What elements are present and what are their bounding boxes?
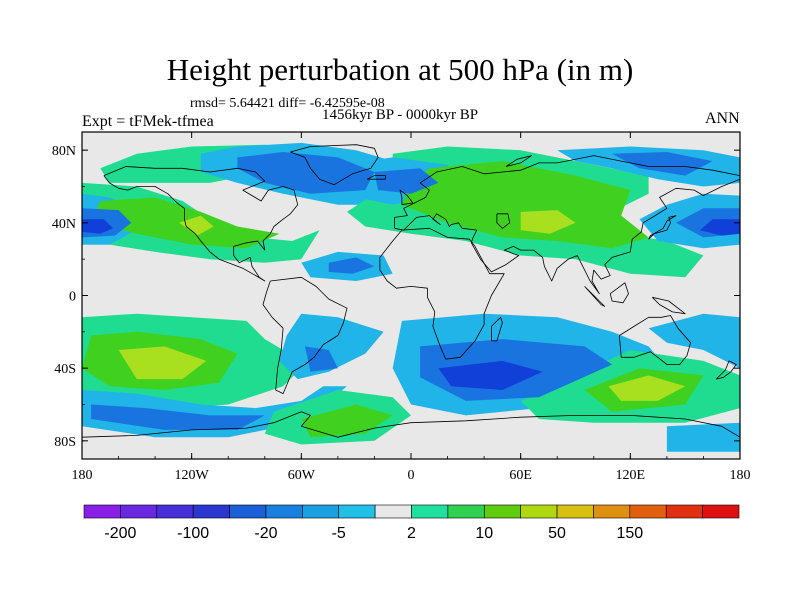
contour-region-neg-europe-core (374, 168, 439, 194)
colorbar-swatch (265, 504, 303, 519)
map-panel (81, 131, 741, 460)
colorbar-label: 2 (407, 525, 416, 542)
coastline-svalbard-novaya (505, 155, 532, 167)
contour-region-pos-central-asia-strong (520, 210, 576, 234)
coastline-north-america (103, 166, 299, 282)
coastline-borneo (609, 282, 629, 304)
x-tick-label: 60E (509, 468, 532, 483)
colorbar-swatch (629, 504, 667, 519)
season-label: ANN (705, 110, 740, 127)
y-tick-label: 80N (52, 144, 76, 159)
colorbar-label: 50 (548, 525, 566, 542)
colorbar-label: 10 (475, 525, 493, 542)
contour-region-pos-south-pacific-strong (118, 346, 207, 380)
coastline-australia (619, 315, 691, 365)
contour-region-neg-west-pacific-strong (699, 219, 740, 236)
colorbar-swatch (702, 504, 740, 519)
x-tick-label: 120E (616, 468, 646, 483)
colorbar-swatch (83, 504, 121, 519)
coastline-caspian (496, 213, 511, 229)
contour-region-neg-antarctic-pacific (666, 422, 740, 452)
coastlines (82, 144, 740, 438)
colorbar-swatch (229, 504, 267, 519)
colorbar-label: -200 (104, 525, 136, 542)
contour-region-neg-tropical-atlantic-core (328, 257, 375, 274)
contour-field (82, 142, 740, 452)
contour-region-neg-south-pacific-high-core (91, 404, 265, 430)
colorbar-swatch (520, 504, 558, 519)
colorbar-label: -100 (177, 525, 209, 542)
coastline-british-isles (399, 189, 414, 206)
contour-region-neg-siberia-core (612, 152, 713, 176)
colorbar-swatch (120, 504, 158, 519)
colorbar-swatch (156, 504, 194, 519)
contour-region-neg-south-america-core (305, 346, 338, 372)
coastline-iceland (366, 175, 386, 180)
y-tick-label: 0 (69, 290, 76, 305)
colorbar-swatch (593, 504, 631, 519)
colorbar-swatch (665, 504, 703, 519)
contour-region-neg-southwest-pacific (648, 313, 740, 369)
colorbar-swatch (411, 504, 449, 519)
colorbar-swatch (192, 504, 230, 519)
coastline-eurasia (394, 155, 740, 295)
coastline-greenland (289, 144, 379, 186)
coastline-madagascar (490, 316, 503, 342)
x-tick-label: 60W (288, 468, 316, 483)
contour-region-pos-south-indian-strong (608, 375, 686, 401)
map-axes: 180 120W 60W 0 60E 120E 180 80N 40N 0 40S 80S (52, 132, 751, 483)
experiment-label: Expt = tFMek-tfmea (82, 113, 214, 130)
coastline-new-zealand (715, 360, 737, 380)
time-period: 1456kyr BP - 0000kyr BP (322, 107, 479, 123)
coastline-africa (379, 227, 505, 360)
x-tick-label: 120W (175, 468, 210, 483)
colorbar-label: 150 (616, 525, 643, 542)
coastline-new-guinea (652, 296, 686, 315)
contour-region-neg-south-america (279, 313, 384, 380)
x-tick-label: 180 (730, 468, 751, 483)
y-tick-label: 80S (54, 435, 76, 450)
contour-region-neg-south-indian-strong (438, 360, 543, 390)
map-title: Height perturbation at 500 hPa (in m) (166, 52, 634, 87)
coastline-japan (648, 215, 677, 240)
x-tick-label: 180 (72, 468, 93, 483)
coastline-borneo-sumatra (584, 286, 606, 307)
colorbar-swatch (374, 504, 412, 519)
y-tick-label: 40N (52, 217, 76, 232)
coastline-antarctica (82, 411, 740, 438)
colorbar-swatch (447, 504, 485, 519)
colorbar-swatch (302, 504, 340, 519)
y-tick-label: 40S (54, 362, 76, 377)
contour-region-neg-greenland-core (237, 152, 375, 194)
contour-region-neg-east-pacific-strong (82, 219, 114, 234)
colorbar-swatch (483, 504, 521, 519)
colorbar-swatch (338, 504, 376, 519)
coastline-south-america (262, 276, 348, 395)
contour-region-pos-asia-core (401, 161, 649, 249)
x-tick-label: 0 (408, 468, 415, 483)
rmsd-diff-stats: rmsd= 5.64421 diff= -6.42595e-08 (190, 96, 385, 111)
colorbar-swatch (556, 504, 594, 519)
contour-region-pos-na-strong (178, 215, 214, 236)
colorbar: -200 -100 -20 -5 2 10 50 150 (83, 504, 740, 542)
colorbar-label: -20 (254, 525, 277, 542)
colorbar-label: -5 (332, 525, 346, 542)
